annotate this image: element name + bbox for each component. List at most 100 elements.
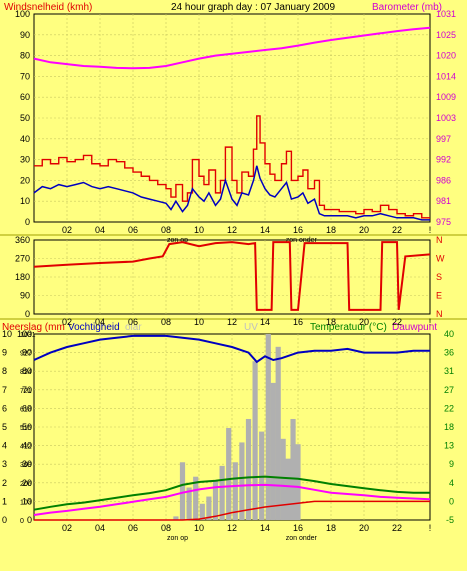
- x-tick-label: 22: [392, 225, 402, 235]
- y2-tick-label: 981: [436, 196, 451, 206]
- x-tick-label: 18: [326, 523, 336, 533]
- sunset-label: zon onder: [286, 535, 318, 542]
- y-tick-label: 10: [2, 329, 12, 339]
- y-tick-label: 3: [2, 459, 7, 469]
- y-tick-label: 180: [15, 272, 30, 282]
- solar-tick-label: 515: [20, 425, 32, 432]
- solar-bar: [199, 503, 205, 520]
- barometer-line: [33, 26, 431, 70]
- y-tick-label: 90: [20, 291, 30, 301]
- y-tick-label: 36: [444, 348, 454, 358]
- sunset-label: zon onder: [286, 237, 318, 244]
- y2-tick-label: E: [436, 291, 442, 301]
- x-tick-label: 10: [194, 523, 204, 533]
- wind-axis-title: Windsnelheid (kmh): [4, 2, 92, 13]
- y-tick-label: 0: [25, 217, 30, 227]
- y-tick-label: 0: [2, 515, 7, 525]
- y2-tick-label: W: [436, 254, 445, 264]
- humidity-axis-title: Vochtigheid: [68, 322, 120, 333]
- y-tick-label: 40: [444, 329, 454, 339]
- y-tick-label: 90: [20, 30, 30, 40]
- x-tick-label: 12: [227, 317, 237, 327]
- x-tick-label: 10: [194, 317, 204, 327]
- wind-direction-line: [33, 241, 431, 311]
- x-tick-label: 04: [95, 317, 105, 327]
- x-tick-label: 22: [392, 523, 402, 533]
- rain-axis-title: Neerslag (mm: [2, 322, 65, 333]
- y2-tick-label: 997: [436, 134, 451, 144]
- y-tick-label: 9: [2, 348, 7, 358]
- dewpoint-axis-title: Dauwpunt: [392, 322, 437, 333]
- solar-bar: [219, 465, 225, 520]
- x-tick-label: !: [429, 317, 432, 327]
- solar-bar: [232, 462, 238, 520]
- solar-bar: [285, 458, 291, 520]
- x-tick-label: 06: [128, 225, 138, 235]
- y-tick-label: 0: [27, 515, 32, 525]
- y2-tick-label: 1031: [436, 9, 456, 19]
- chart-title: 24 hour graph day : 07 January 2009: [171, 2, 335, 13]
- y2-tick-label: 975: [436, 217, 451, 227]
- y2-tick-label: N: [436, 235, 443, 245]
- x-tick-label: 04: [95, 523, 105, 533]
- y-tick-label: 31: [444, 366, 454, 376]
- solar-bar: [193, 476, 199, 520]
- y-tick-label: 10: [22, 496, 32, 506]
- y-tick-label: 70: [20, 71, 30, 81]
- y-tick-label: 1: [2, 496, 7, 506]
- y-tick-label: 22: [444, 403, 454, 413]
- x-tick-label: 22: [392, 317, 402, 327]
- y-tick-label: 5: [2, 422, 7, 432]
- solar-bar: [179, 462, 186, 520]
- solar-tick-label: 927: [20, 351, 32, 358]
- solar-tick-label: 0: [20, 518, 24, 525]
- y2-tick-label: 1014: [436, 71, 456, 81]
- x-tick-label: 02: [62, 523, 72, 533]
- x-tick-label: 08: [161, 317, 171, 327]
- y-tick-label: 0: [449, 496, 454, 506]
- sunrise-label: zon op: [167, 237, 188, 244]
- sunrise-label: zon op: [167, 535, 188, 542]
- y-tick-label: 80: [22, 366, 32, 376]
- x-tick-label: 08: [161, 225, 171, 235]
- x-tick-label: 16: [293, 225, 303, 235]
- y-tick-label: 50: [20, 113, 30, 123]
- y-tick-label: 0: [25, 309, 30, 319]
- y-tick-label: 60: [22, 403, 32, 413]
- y-tick-label: 60: [20, 92, 30, 102]
- y-tick-label: 2: [2, 478, 7, 488]
- y-tick-label: 40: [22, 441, 32, 451]
- y-tick-label: 18: [444, 422, 454, 432]
- y-tick-label: 4: [449, 478, 454, 488]
- solar-bar: [295, 444, 301, 520]
- x-tick-label: 16: [293, 317, 303, 327]
- y-tick-label: 20: [20, 175, 30, 185]
- y-tick-label: 13: [444, 441, 454, 451]
- solar-axis-title: olar: [125, 322, 142, 333]
- solar-tick-label: 103: [20, 499, 32, 506]
- solar-tick-label: 1031: [20, 332, 36, 339]
- x-tick-label: !: [429, 225, 432, 235]
- y2-tick-label: 1003: [436, 113, 456, 123]
- dewpoint-line: [33, 483, 431, 516]
- y-tick-label: 30: [20, 155, 30, 165]
- y2-tick-label: 986: [436, 175, 451, 185]
- y-tick-label: 50: [22, 422, 32, 432]
- x-tick-label: 12: [227, 225, 237, 235]
- x-tick-label: 16: [293, 523, 303, 533]
- y-tick-label: 9: [449, 459, 454, 469]
- solar-bar: [173, 516, 179, 520]
- x-tick-label: 10: [194, 225, 204, 235]
- solar-bar: [206, 496, 212, 520]
- solar-tick-label: 721: [20, 388, 32, 395]
- solar-bar: [186, 487, 192, 520]
- y-tick-label: 20: [22, 478, 32, 488]
- solar-bar: [252, 361, 258, 520]
- humidity-line: [33, 334, 430, 364]
- solar-bar: [226, 427, 232, 520]
- solar-bar: [280, 438, 286, 520]
- y-tick-label: 7: [2, 385, 7, 395]
- x-tick-label: 20: [359, 225, 369, 235]
- y2-tick-label: 1020: [436, 51, 456, 61]
